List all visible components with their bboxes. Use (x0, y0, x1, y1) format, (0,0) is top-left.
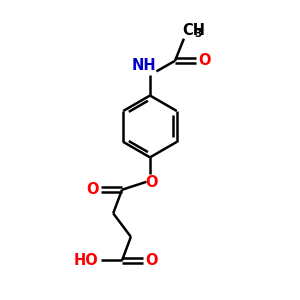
Text: O: O (86, 182, 98, 197)
Text: NH: NH (131, 58, 156, 73)
Text: CH: CH (182, 22, 206, 38)
Text: HO: HO (74, 253, 98, 268)
Text: O: O (145, 175, 158, 190)
Text: O: O (146, 253, 158, 268)
Text: O: O (199, 53, 211, 68)
Text: 3: 3 (194, 29, 201, 39)
